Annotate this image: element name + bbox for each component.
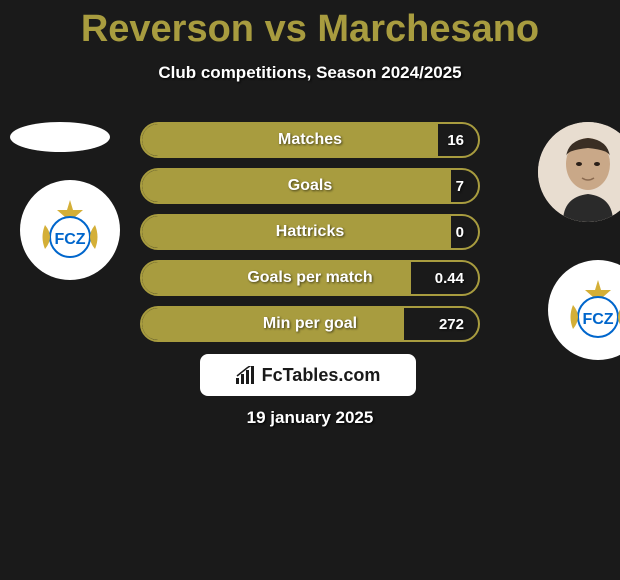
stat-row: Matches 16 xyxy=(140,122,480,158)
stat-label: Goals xyxy=(288,177,332,195)
stat-value: 272 xyxy=(439,316,464,333)
svg-text:FCZ: FCZ xyxy=(582,311,613,328)
stat-label: Goals per match xyxy=(247,269,372,287)
team-crest-right: FCZ xyxy=(548,260,620,360)
stat-row: Goals 7 xyxy=(140,168,480,204)
fcz-crest-icon: FCZ xyxy=(563,275,620,345)
branding-badge: FcTables.com xyxy=(200,354,416,396)
stat-label: Min per goal xyxy=(263,315,357,333)
stat-value: 0 xyxy=(456,224,464,241)
stat-label: Hattricks xyxy=(276,223,344,241)
subtitle: Club competitions, Season 2024/2025 xyxy=(0,63,620,83)
svg-text:FCZ: FCZ xyxy=(54,231,85,248)
team-crest-left: FCZ xyxy=(20,180,120,280)
page-title: Reverson vs Marchesano xyxy=(0,0,620,51)
stat-row: Min per goal 272 xyxy=(140,306,480,342)
stats-container: Matches 16 Goals 7 Hattricks 0 Goals per match… xyxy=(140,122,480,352)
stat-label: Matches xyxy=(278,131,342,149)
date-label: 19 january 2025 xyxy=(0,408,620,428)
stat-row: Goals per match 0.44 xyxy=(140,260,480,296)
person-icon xyxy=(538,122,620,222)
player-left-avatar-placeholder xyxy=(10,122,110,152)
stat-value: 0.44 xyxy=(435,270,464,287)
stat-row: Hattricks 0 xyxy=(140,214,480,250)
bar-chart-icon xyxy=(236,366,256,384)
fcz-crest-icon: FCZ xyxy=(35,195,105,265)
stat-value: 7 xyxy=(456,178,464,195)
stat-value: 16 xyxy=(447,132,464,149)
branding-text: FcTables.com xyxy=(262,365,381,386)
player-right-avatar xyxy=(538,122,620,222)
